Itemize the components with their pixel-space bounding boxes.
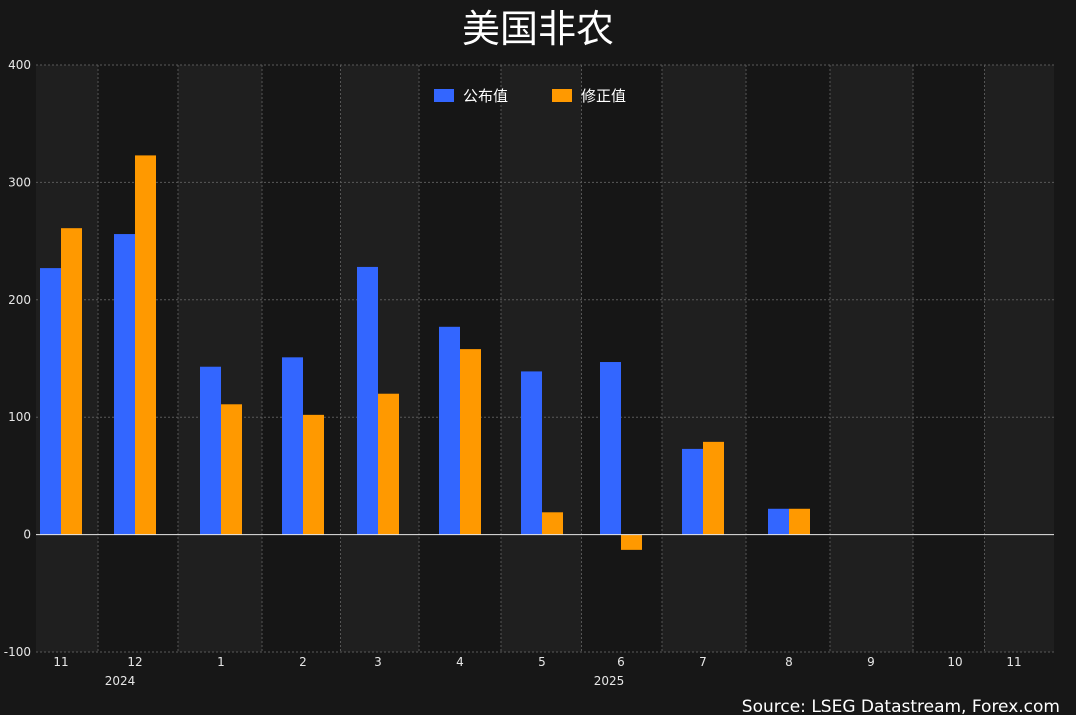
y-tick-label: 400: [8, 58, 31, 72]
bar-revised: [703, 441, 724, 535]
x-tick-label: 11: [53, 655, 68, 669]
column-band: [830, 65, 913, 652]
bar-revised: [378, 393, 399, 535]
bar-published: [282, 357, 303, 535]
x-tick-label: 6: [617, 655, 625, 669]
x-tick-label: 9: [867, 655, 875, 669]
column-band: [662, 65, 746, 652]
x-tick-label: 3: [374, 655, 382, 669]
legend-swatch: [434, 89, 454, 102]
bar-revised: [460, 349, 481, 535]
bar-revised: [135, 155, 156, 535]
column-band: [501, 65, 582, 652]
bar-published: [40, 268, 61, 535]
bar-published: [768, 508, 789, 535]
bar-revised: [61, 228, 82, 535]
legend-label: 修正值: [581, 87, 626, 105]
x-tick-label: 10: [947, 655, 962, 669]
x-tick-label: 5: [538, 655, 546, 669]
x-tick-label: 7: [699, 655, 707, 669]
legend-swatch: [552, 89, 572, 102]
legend: 公布值 修正值: [434, 87, 626, 105]
bar-published: [521, 371, 542, 535]
x-tick-label: 12: [127, 655, 142, 669]
chart-title: 美国非农: [462, 7, 614, 51]
year-label: 2025: [594, 674, 625, 688]
grid-lines: [36, 64, 1054, 653]
column-bands: [36, 65, 1054, 652]
year-label: 2024: [105, 674, 136, 688]
chart-source: Source: LSEG Datastream, Forex.com: [742, 697, 1060, 715]
y-tick-label: 300: [8, 175, 31, 189]
legend-label: 公布值: [463, 87, 508, 105]
bar-revised: [303, 414, 324, 535]
y-tick-label: 0: [23, 528, 31, 542]
bar-published: [682, 448, 703, 535]
bar-published: [357, 266, 378, 535]
x-tick-label: 8: [785, 655, 793, 669]
column-band: [913, 65, 985, 652]
bar-revised: [789, 508, 810, 535]
x-tick-label: 11: [1006, 655, 1021, 669]
x-tick-label: 2: [299, 655, 307, 669]
bar-published: [439, 326, 460, 535]
y-tick-label: -100: [4, 645, 31, 659]
bars: [40, 155, 810, 550]
column-band: [178, 65, 262, 652]
bar-revised: [542, 512, 563, 535]
bar-published: [114, 234, 135, 535]
column-band: [984, 65, 1054, 652]
bar-revised: [621, 534, 642, 550]
y-tick-label: 200: [8, 293, 31, 307]
bar-published: [200, 366, 221, 535]
x-tick-label: 1: [217, 655, 225, 669]
column-band: [581, 65, 662, 652]
bar-revised: [221, 404, 242, 535]
y-tick-label: 100: [8, 410, 31, 424]
x-tick-label: 4: [456, 655, 464, 669]
column-band: [746, 65, 830, 652]
column-band: [340, 65, 419, 652]
bar-published: [600, 362, 621, 535]
